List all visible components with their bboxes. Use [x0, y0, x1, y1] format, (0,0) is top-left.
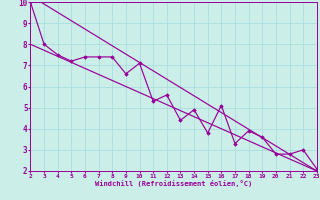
X-axis label: Windchill (Refroidissement éolien,°C): Windchill (Refroidissement éolien,°C)	[95, 180, 252, 187]
